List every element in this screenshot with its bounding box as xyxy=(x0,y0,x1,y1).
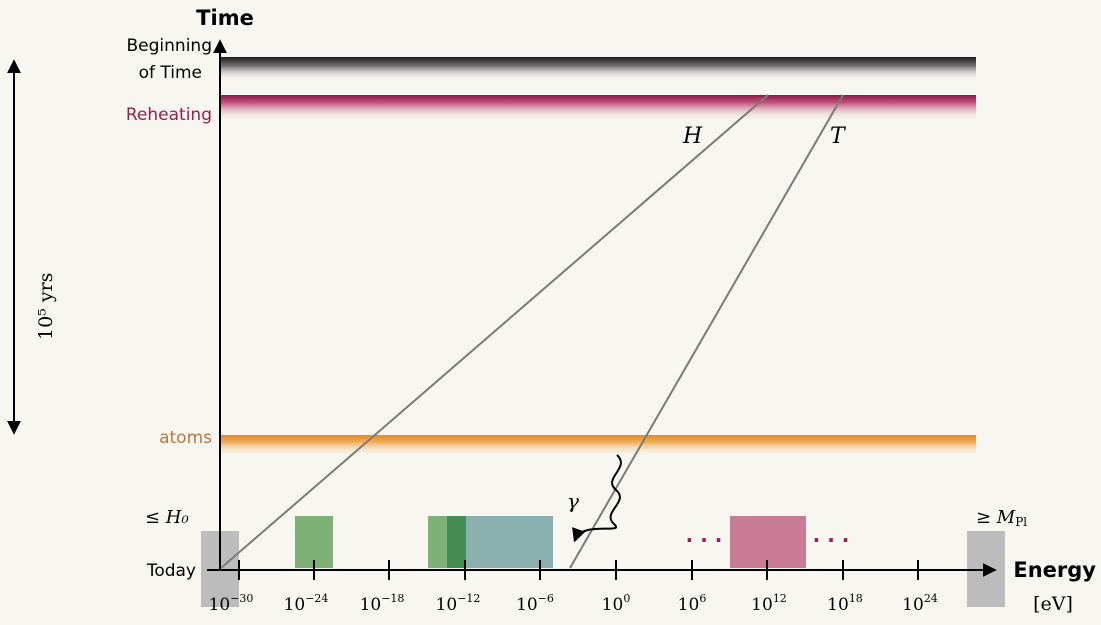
tick-label: 10−12 xyxy=(436,592,481,615)
tick-label: 106 xyxy=(678,592,707,615)
energy-axis-title: Energy xyxy=(1013,558,1096,582)
tick-label: 1024 xyxy=(902,592,938,615)
hubble-line-label: H xyxy=(682,124,703,149)
energy-unit-label: [eV] xyxy=(1033,593,1073,615)
reheating-label: Reheating xyxy=(126,105,212,125)
temperature-line xyxy=(569,94,844,569)
tick-label: 10−18 xyxy=(360,592,405,615)
beginning-label-line2: of Time xyxy=(139,63,202,83)
tick-label: 1012 xyxy=(751,592,787,615)
atoms-label: atoms xyxy=(159,428,212,448)
beginning-of-time-band xyxy=(220,57,976,81)
dark-green-block xyxy=(447,516,468,568)
tick-label: 1018 xyxy=(827,592,863,615)
pink-block xyxy=(730,516,806,568)
lower-bound-label: ≤ H₀ xyxy=(145,507,189,528)
upper-bound-label: ≥ MPl xyxy=(976,507,1027,529)
ellipsis-right: · · · xyxy=(813,528,850,552)
time-span-label: 10⁵ yrs xyxy=(35,273,57,340)
hubble-line xyxy=(220,94,769,569)
temperature-line-label: T xyxy=(830,124,847,149)
tick-label: 10−30 xyxy=(209,592,254,615)
photon-label: γ xyxy=(567,489,579,513)
energy-tick-marks xyxy=(238,560,919,580)
atoms-band xyxy=(220,435,976,457)
photon-wavy-arrow xyxy=(572,454,622,543)
today-label: Today xyxy=(146,561,196,581)
reheating-band xyxy=(220,95,976,121)
beginning-label-line1: Beginning xyxy=(127,36,212,56)
tick-label: 10−24 xyxy=(284,592,329,615)
tick-label: 10−6 xyxy=(516,592,554,615)
green-block-left xyxy=(295,516,333,568)
teal-block xyxy=(466,516,553,568)
energy-tick-labels: 10−30 10−24 10−18 10−12 10−6 100 106 101… xyxy=(209,592,938,615)
ellipsis-left: · · · xyxy=(686,528,723,552)
tick-label: 100 xyxy=(602,592,631,615)
time-axis-title: Time xyxy=(196,6,254,30)
